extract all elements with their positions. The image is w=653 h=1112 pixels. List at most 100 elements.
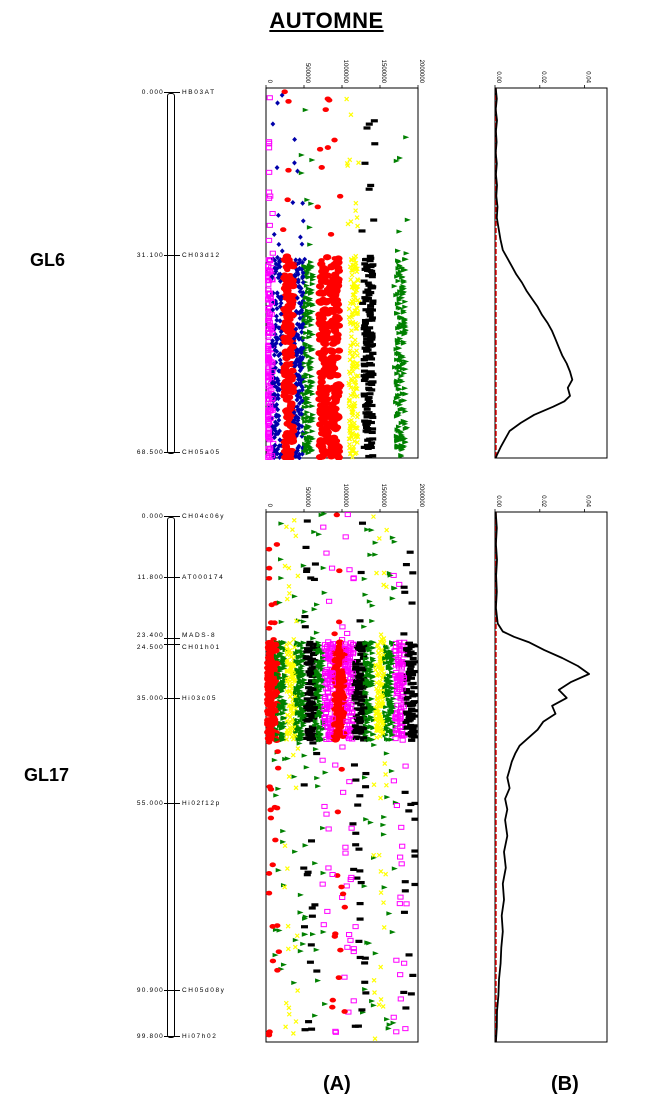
marker-point	[379, 675, 385, 681]
marker-point	[280, 882, 287, 888]
marker-point	[304, 444, 311, 449]
marker-point	[401, 371, 408, 376]
marker-point	[379, 647, 385, 653]
marker-point	[360, 445, 368, 449]
marker-point	[284, 688, 290, 694]
marker-point	[362, 299, 370, 303]
marker-point	[364, 709, 371, 714]
marker-point	[265, 890, 273, 896]
marker-point	[409, 733, 417, 737]
marker-point	[285, 98, 292, 104]
marker-point	[344, 96, 350, 102]
marker-point	[399, 287, 406, 292]
marker-point	[314, 668, 321, 674]
marker-tick	[164, 637, 180, 639]
marker-point	[401, 889, 409, 893]
marker-point	[309, 642, 317, 646]
marker-point	[267, 815, 275, 821]
marker-point	[306, 414, 313, 420]
marker-point	[269, 958, 277, 964]
marker-point	[269, 210, 276, 216]
scatter-points	[265, 89, 411, 460]
marker-point	[300, 619, 307, 624]
marker-point	[329, 675, 336, 681]
marker-point	[265, 317, 272, 323]
marker-point	[382, 660, 389, 666]
marker-point	[352, 924, 359, 930]
marker-position: 31.100	[136, 252, 164, 260]
marker-point	[266, 310, 274, 316]
marker-point	[322, 107, 329, 113]
marker-point	[411, 882, 419, 887]
marker-point	[350, 268, 356, 273]
marker-point	[274, 317, 280, 323]
marker-point	[302, 399, 309, 404]
marker-point	[402, 304, 409, 310]
marker-point	[383, 713, 390, 719]
marker-point	[359, 301, 367, 305]
marker-point	[373, 662, 378, 668]
marker-point	[301, 1028, 309, 1032]
marker-point	[273, 449, 279, 455]
marker-position: 55.000	[136, 799, 164, 807]
marker-point	[305, 681, 313, 686]
marker-point	[310, 412, 317, 417]
marker-point	[316, 532, 323, 537]
marker-point	[397, 996, 404, 1002]
marker-point	[317, 378, 326, 386]
marker-point	[310, 277, 317, 282]
marker-point	[296, 322, 302, 328]
marker-point	[286, 730, 291, 736]
marker-point	[301, 672, 308, 678]
marker-point	[380, 730, 386, 736]
marker-point	[271, 352, 277, 358]
marker-tick	[164, 255, 180, 257]
x-tick-label: 0.04	[585, 71, 591, 83]
marker-point	[367, 256, 375, 260]
marker-point	[363, 349, 371, 353]
marker-point	[402, 386, 409, 391]
marker-point	[409, 728, 417, 732]
marker-point	[267, 680, 277, 688]
marker-point	[335, 639, 345, 646]
marker-point	[301, 677, 308, 683]
marker-point	[370, 640, 377, 645]
marker-point	[406, 550, 414, 554]
marker-point	[294, 295, 300, 301]
marker-point	[397, 724, 404, 730]
marker-point	[377, 656, 383, 662]
marker-point	[409, 571, 417, 575]
marker-point	[329, 680, 336, 686]
marker-point	[320, 825, 327, 831]
marker-point	[314, 775, 321, 781]
marker-point	[305, 441, 312, 446]
marker-point	[283, 414, 292, 421]
marker-point	[398, 443, 405, 448]
marker-point	[309, 346, 316, 352]
marker-point	[306, 960, 314, 964]
marker-point	[288, 663, 294, 668]
marker-point	[293, 685, 300, 691]
marker-point	[286, 774, 292, 779]
marker-point	[268, 311, 275, 317]
marker-point	[398, 824, 405, 830]
marker-point	[308, 290, 315, 295]
marker-point	[293, 380, 299, 387]
marker-point	[269, 380, 275, 386]
marker-point	[399, 295, 406, 300]
marker-point	[279, 723, 286, 729]
marker-point	[378, 714, 384, 720]
marker-point	[350, 763, 358, 767]
marker-point	[296, 376, 301, 383]
marker-point	[279, 92, 285, 98]
marker-point	[396, 581, 403, 587]
marker-point	[331, 137, 338, 143]
marker-point	[301, 317, 308, 322]
marker-point	[368, 527, 375, 533]
marker-point	[409, 726, 417, 730]
marker-point	[367, 667, 374, 672]
marker-point	[303, 873, 311, 877]
marker-point	[397, 705, 405, 711]
marker-point	[399, 843, 406, 849]
marker-name: CH04c06y	[182, 513, 226, 520]
